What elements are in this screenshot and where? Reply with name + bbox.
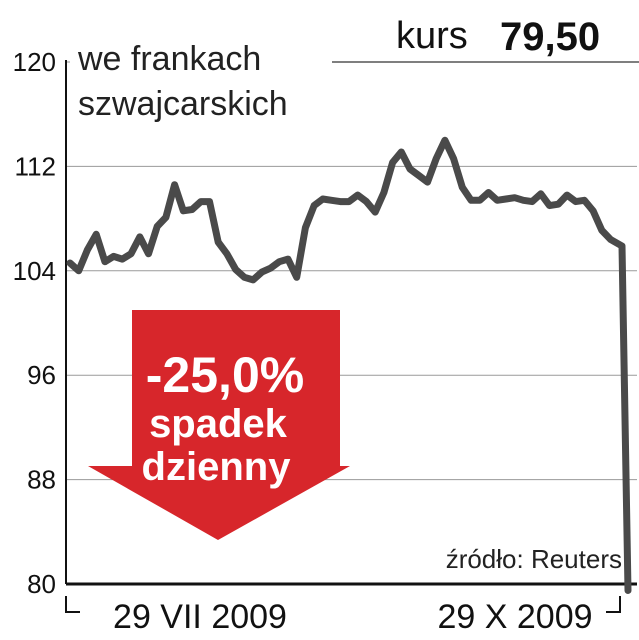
data-points bbox=[69, 140, 629, 591]
kurs-box-bg bbox=[390, 0, 639, 60]
source-note: źródło: Reuters bbox=[446, 544, 622, 574]
arrow-label-line-2: spadek bbox=[149, 402, 288, 446]
unit-note-bg bbox=[70, 30, 332, 126]
y-tick-label: 80 bbox=[27, 569, 56, 599]
y-tick-labels: 120 112 104 96 88 80 bbox=[13, 47, 56, 599]
unit-note-line-1: we frankach bbox=[77, 40, 261, 78]
kurs-value: 79,50 bbox=[500, 15, 600, 59]
y-tick-label: 120 bbox=[13, 47, 56, 77]
y-tick-label: 96 bbox=[27, 360, 56, 390]
arrow-label-line-3: dzienny bbox=[142, 445, 292, 489]
arrow-shape bbox=[88, 310, 350, 540]
drop-arrow: -25,0% spadek dzienny bbox=[88, 310, 350, 540]
unit-note-line-2: szwajcarskich bbox=[78, 85, 288, 123]
y-tick-label: 112 bbox=[15, 151, 56, 181]
x-tick-label: 29 X 2009 bbox=[437, 598, 592, 636]
x-tick-label: 29 VII 2009 bbox=[113, 598, 287, 636]
x-bracket-left bbox=[65, 596, 80, 613]
y-tick-label: 104 bbox=[13, 256, 56, 286]
y-tick-label: 88 bbox=[27, 465, 56, 495]
arrow-percent: -25,0% bbox=[146, 347, 304, 403]
x-bracket-right bbox=[606, 596, 621, 613]
kurs-label: kurs bbox=[396, 15, 468, 57]
